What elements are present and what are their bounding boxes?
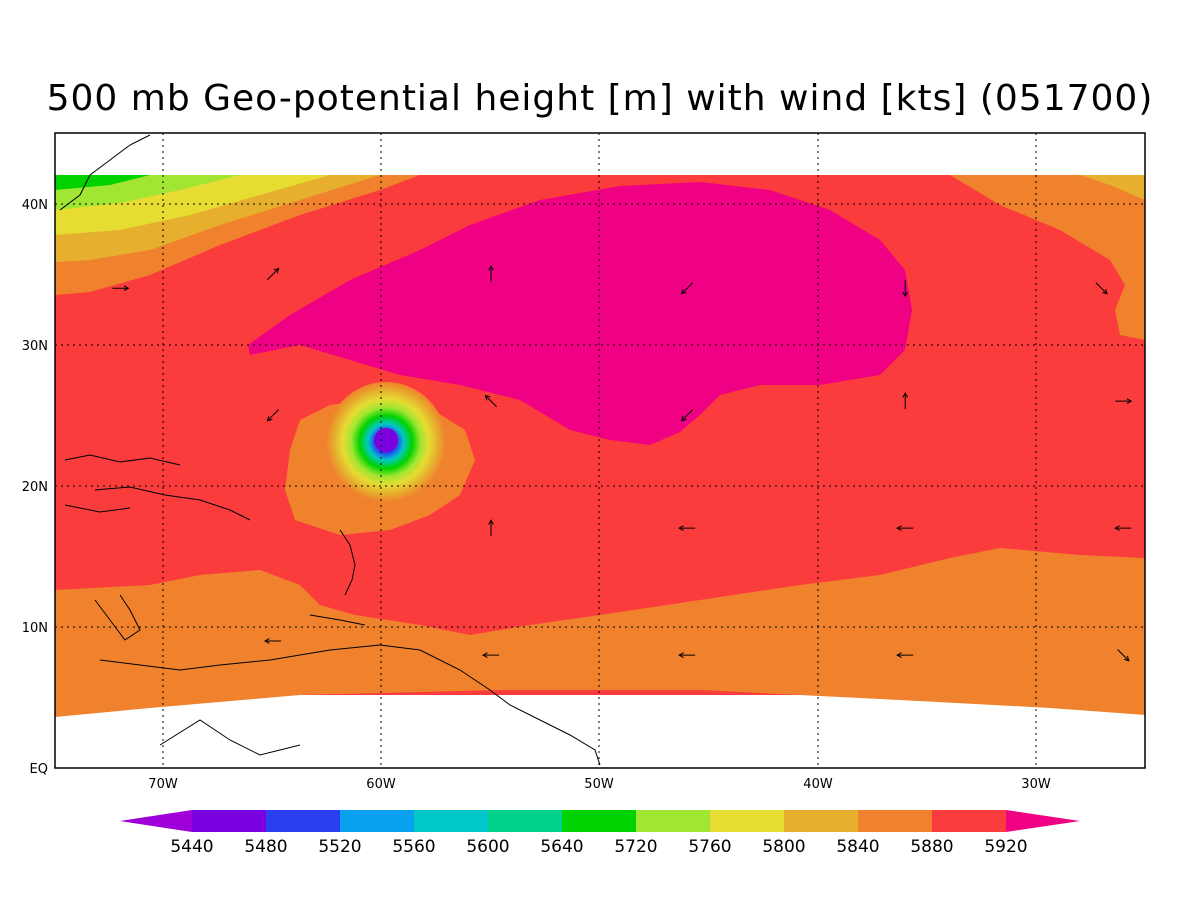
gridlines <box>55 133 1145 768</box>
field-5640-nw <box>55 175 150 190</box>
wind-arrow <box>1115 398 1133 404</box>
colorbar: 5440 5480 5520 5560 5600 5640 5720 5760 5800 5840… <box>120 810 1080 857</box>
colorbar-label: 5880 <box>910 837 953 857</box>
field-5920-high <box>248 182 912 445</box>
wind-arrow <box>680 409 694 422</box>
field-5800-ne <box>1080 175 1145 200</box>
field-5840-south <box>55 548 1145 717</box>
plot-frame <box>54 132 1146 769</box>
wind-vectors <box>112 265 1133 662</box>
x-tick-label: 40W <box>803 777 833 792</box>
colorbar-box <box>784 810 858 832</box>
x-tick-label: 60W <box>366 777 396 792</box>
wind-arrow <box>488 265 494 283</box>
wind-arrow <box>680 282 694 295</box>
x-tick-label: 50W <box>584 777 614 792</box>
colorbar-box <box>414 810 488 832</box>
wind-arrow <box>481 652 499 658</box>
colorbar-label: 5600 <box>466 837 509 857</box>
coastlines <box>59 134 601 766</box>
colorbar-box <box>340 810 414 832</box>
colorbar-box <box>562 810 636 832</box>
y-tick-label: 10N <box>22 621 48 636</box>
colorbar-label: 5480 <box>244 837 287 857</box>
wind-arrow <box>678 525 696 531</box>
colorbar-label: 5560 <box>392 837 435 857</box>
hurricane-eye <box>374 428 398 452</box>
y-tick-label: EQ <box>30 762 48 777</box>
colorbar-min-arrow <box>120 810 192 832</box>
height-field <box>55 133 1145 768</box>
wind-arrow <box>267 267 280 281</box>
colorbar-label: 5520 <box>318 837 361 857</box>
wind-arrow <box>488 519 494 537</box>
wind-arrow <box>1117 649 1130 662</box>
wind-arrow <box>484 394 497 408</box>
colorbar-label: 5920 <box>984 837 1027 857</box>
colorbar-box <box>932 810 1006 832</box>
colorbar-box <box>858 810 932 832</box>
wind-arrow <box>896 652 914 658</box>
colorbar-label: 5840 <box>836 837 879 857</box>
colorbar-label: 5800 <box>762 837 805 857</box>
x-tick-label: 30W <box>1021 777 1051 792</box>
wind-arrow <box>902 280 909 298</box>
colorbar-label: 5760 <box>688 837 731 857</box>
colorbar-label: 5720 <box>614 837 657 857</box>
y-axis: EQ 10N 20N 30N 40N <box>22 198 48 777</box>
colorbar-box <box>636 810 710 832</box>
colorbar-box <box>710 810 784 832</box>
wind-arrow <box>896 525 914 531</box>
x-tick-label: 70W <box>148 777 178 792</box>
wind-arrow <box>112 285 130 292</box>
wind-arrow <box>1114 525 1132 531</box>
colorbar-box <box>266 810 340 832</box>
colorbar-max-arrow <box>1006 810 1080 832</box>
wind-arrow <box>1095 282 1108 295</box>
y-tick-label: 20N <box>22 480 48 495</box>
wind-arrow <box>263 638 281 644</box>
field-5840-ne <box>950 175 1145 340</box>
colorbar-label: 5440 <box>170 837 213 857</box>
wind-arrow <box>902 392 909 410</box>
chart-title: 500 mb Geo-potential height [m] with win… <box>46 78 1154 119</box>
wind-arrow <box>678 652 696 658</box>
wind-arrow <box>266 409 279 422</box>
x-axis: 70W 60W 50W 40W 30W <box>148 777 1051 792</box>
y-tick-label: 30N <box>22 339 48 354</box>
colorbar-box <box>192 810 266 832</box>
colorbar-label: 5640 <box>540 837 583 857</box>
y-tick-label: 40N <box>22 198 48 213</box>
colorbar-box <box>488 810 562 832</box>
